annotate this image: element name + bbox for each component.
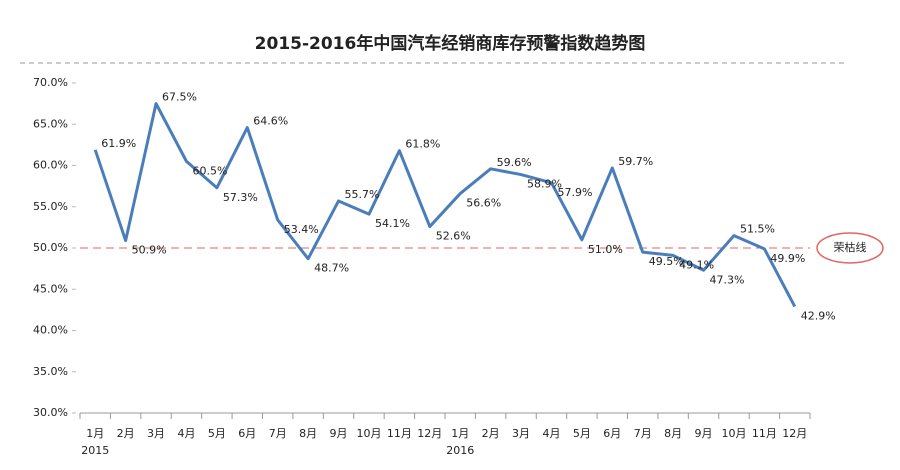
data-label: 51.5%: [740, 223, 775, 236]
data-label: 52.6%: [436, 230, 471, 243]
x-tick-label: 1月: [86, 427, 104, 440]
data-label: 58.9%: [527, 178, 562, 191]
x-tick-label: 12月: [417, 427, 442, 440]
y-tick-label: 40.0%: [33, 324, 68, 337]
data-label: 55.7%: [345, 188, 380, 201]
x-tick-label: 2月: [117, 427, 135, 440]
x-tick-label: 4月: [177, 427, 195, 440]
y-tick-label: 65.0%: [33, 117, 68, 130]
data-label: 59.6%: [497, 156, 532, 169]
y-tick-label: 60.0%: [33, 159, 68, 172]
y-tick-label: 35.0%: [33, 365, 68, 378]
data-label: 53.4%: [284, 223, 319, 236]
x-tick-label: 4月: [542, 427, 560, 440]
y-tick-label: 30.0%: [33, 406, 68, 419]
data-label: 61.9%: [101, 137, 136, 150]
data-label: 67.5%: [162, 91, 197, 104]
x-tick-label: 9月: [695, 427, 713, 440]
y-tick-label: 70.0%: [33, 76, 68, 89]
x-tick-label: 6月: [238, 427, 256, 440]
data-label: 49.9%: [770, 252, 805, 265]
y-tick-label: 55.0%: [33, 200, 68, 213]
data-label: 50.9%: [132, 244, 167, 257]
data-label: 60.5%: [192, 164, 227, 177]
x-tick-label: 1月: [451, 427, 469, 440]
data-label: 49.5%: [649, 255, 684, 268]
y-tick-label: 50.0%: [33, 241, 68, 254]
year-label: 2016: [446, 444, 474, 457]
x-tick-label: 7月: [634, 427, 652, 440]
x-tick-label: 5月: [208, 427, 226, 440]
x-tick-label: 2月: [482, 427, 500, 440]
data-label: 64.6%: [253, 115, 288, 128]
data-label: 47.3%: [710, 273, 745, 286]
x-tick-label: 7月: [269, 427, 287, 440]
x-tick-label: 11月: [387, 427, 412, 440]
year-label: 2015: [81, 444, 109, 457]
chart-title: 2015-2016年中国汽车经销商库存预警指数趋势图: [255, 33, 646, 54]
data-label: 48.7%: [314, 262, 349, 275]
x-tick-label: 8月: [299, 427, 317, 440]
data-label: 51.0%: [588, 243, 623, 256]
series-line: [93, 102, 797, 308]
data-label: 42.9%: [801, 310, 836, 323]
x-tick-label: 6月: [603, 427, 621, 440]
y-tick-label: 45.0%: [33, 282, 68, 295]
x-tick-label: 3月: [512, 427, 530, 440]
x-tick-label: 8月: [664, 427, 682, 440]
data-label: 57.9%: [557, 186, 592, 199]
x-tick-label: 12月: [782, 427, 807, 440]
data-label: 54.1%: [375, 217, 410, 230]
reference-badge: [816, 232, 884, 264]
data-label: 49.1%: [679, 258, 714, 271]
data-label: 57.3%: [223, 191, 258, 204]
reference-label: 荣枯线: [834, 240, 867, 254]
x-tick-label: 10月: [721, 427, 746, 440]
data-label: 61.8%: [405, 138, 440, 151]
data-label: 56.6%: [466, 197, 501, 210]
x-tick-label: 3月: [147, 427, 165, 440]
x-tick-label: 11月: [752, 427, 777, 440]
data-label: 59.7%: [618, 155, 653, 168]
x-tick-label: 5月: [573, 427, 591, 440]
x-tick-label: 9月: [330, 427, 348, 440]
x-tick-label: 10月: [356, 427, 381, 440]
